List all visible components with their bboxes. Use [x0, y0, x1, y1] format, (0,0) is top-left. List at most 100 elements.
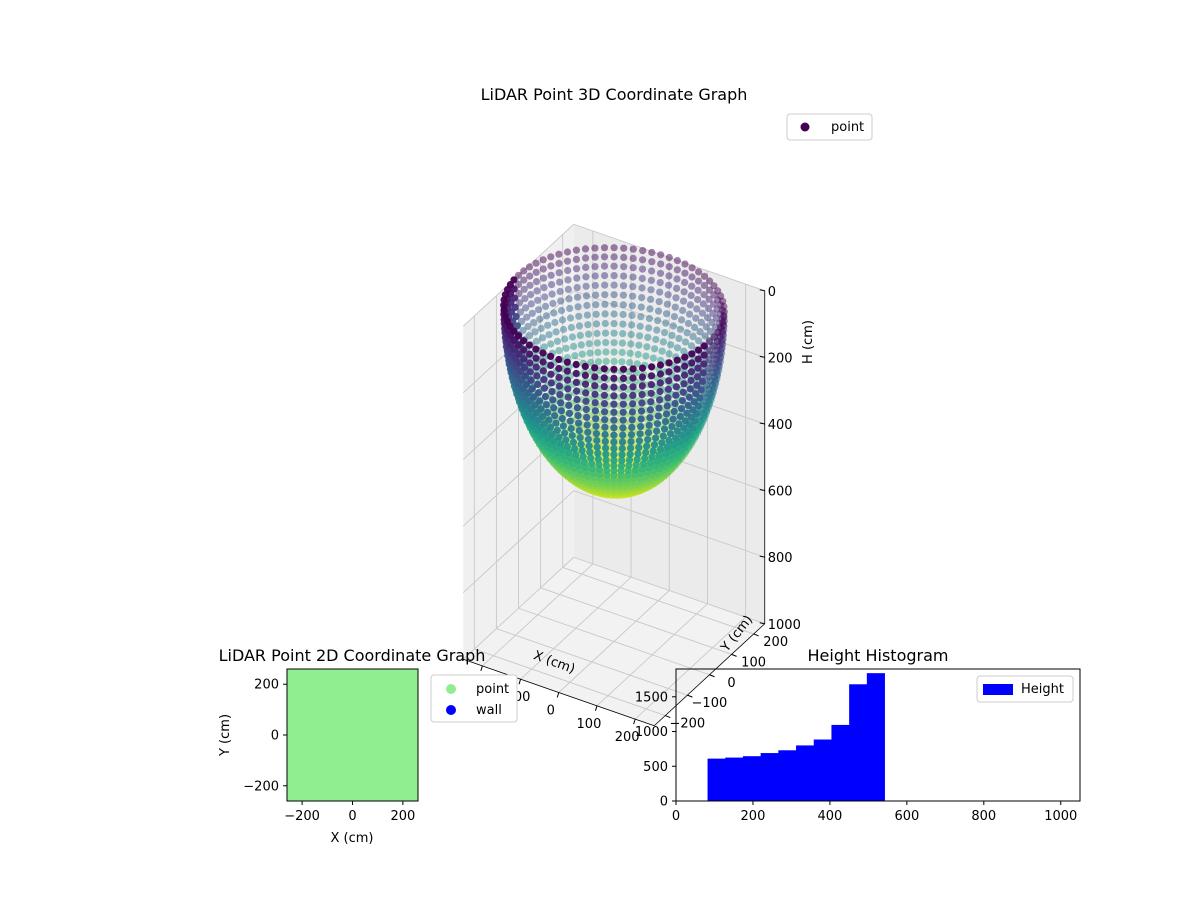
- lidar-point: [610, 392, 618, 400]
- y-axis-line-3d: [653, 623, 766, 727]
- lidar-point: [535, 306, 543, 314]
- lidar-point: [618, 456, 626, 465]
- plot-frame-histogram: [675, 668, 1081, 802]
- z-tick-3d: [759, 355, 765, 358]
- lidar-point: [557, 440, 565, 448]
- lidar-point: [647, 389, 655, 397]
- lidar-point: [593, 436, 601, 445]
- lidar-point: [586, 448, 594, 456]
- lidar-point: [692, 314, 700, 322]
- lidar-point: [633, 455, 641, 463]
- lidar-point: [687, 291, 695, 300]
- lidar-point: [582, 292, 591, 300]
- lidar-point: [563, 257, 572, 265]
- lidar-point: [642, 448, 650, 457]
- scatter-2d-fill: [287, 669, 418, 801]
- lidar-point: [558, 316, 567, 324]
- lidar-point: [619, 330, 627, 338]
- lidar-point: [639, 247, 647, 255]
- grid-line: [573, 556, 765, 625]
- legend-height-label: Height: [1021, 682, 1064, 697]
- z-tick-3d: [759, 289, 765, 292]
- lidar-point: [592, 301, 600, 309]
- lidar-point: [563, 358, 571, 366]
- lidar-point: [525, 263, 534, 271]
- lidar-point: [555, 355, 563, 364]
- x-tick-3d: [594, 705, 598, 711]
- lidar-point: [593, 443, 601, 451]
- lidar-point: [667, 341, 675, 349]
- lidar-point: [672, 391, 680, 399]
- lidar-point: [638, 274, 646, 283]
- lidar-point: [694, 296, 702, 304]
- lidar-point: [645, 421, 653, 429]
- lidar-point: [592, 430, 601, 438]
- lidar-point: [572, 378, 581, 386]
- lidar-point: [657, 260, 665, 268]
- lidar-point: [647, 286, 655, 294]
- lidar-point: [601, 408, 609, 416]
- lidar-point: [541, 293, 549, 301]
- lidar-point: [539, 334, 547, 342]
- lidar-point: [665, 436, 673, 445]
- lidar-point: [601, 300, 609, 308]
- lidar-point: [646, 458, 655, 466]
- lidar-point: [704, 304, 713, 313]
- z-tick-label-3d: 400: [768, 418, 793, 433]
- lidar-point: [638, 373, 647, 381]
- z-tick-3d: [759, 555, 765, 558]
- lidar-point: [655, 404, 663, 412]
- x-axis-label-2d: X (cm): [331, 831, 374, 846]
- lidar-point: [664, 385, 673, 393]
- lidar-point: [563, 367, 571, 375]
- lidar-point: [648, 372, 656, 380]
- z-tick-3d: [759, 622, 765, 625]
- lidar-point: [562, 344, 570, 352]
- lidar-point: [601, 291, 609, 299]
- lidar-point: [649, 354, 658, 362]
- lidar-point: [537, 405, 545, 413]
- lidar-point: [602, 357, 610, 365]
- lidar-point: [600, 391, 609, 399]
- lidar-point: [681, 417, 690, 425]
- lidar-point: [540, 284, 548, 292]
- lidar-point: [619, 301, 627, 309]
- lidar-point: [628, 423, 636, 431]
- lidar-point: [506, 322, 514, 330]
- lidar-point: [559, 325, 568, 334]
- lidar-point: [653, 326, 661, 334]
- lidar-point: [602, 444, 610, 452]
- lidar-point: [629, 245, 637, 253]
- histogram-y-tick-label: 1500: [635, 690, 668, 705]
- lidar-point: [576, 434, 584, 442]
- histogram-title: Height Histogram: [808, 646, 949, 665]
- lidar-point: [610, 339, 618, 347]
- lidar-point: [610, 365, 618, 373]
- lidar-point: [564, 285, 573, 293]
- lidar-point: [671, 303, 679, 311]
- lidar-point: [531, 401, 539, 409]
- lidar-point: [679, 306, 687, 315]
- lidar-point: [618, 438, 627, 446]
- lidar-point: [573, 265, 581, 273]
- lidar-point: [637, 407, 646, 415]
- lidar-point: [547, 271, 555, 279]
- lidar-point: [688, 359, 696, 367]
- lidar-point: [584, 428, 592, 436]
- lidar-point: [670, 313, 679, 321]
- lidar-point: [520, 337, 528, 345]
- lidar-point: [638, 265, 647, 273]
- lidar-point: [591, 373, 599, 381]
- lidar-point: [571, 445, 579, 453]
- lidar-point: [629, 264, 637, 272]
- lidar-point: [544, 408, 552, 416]
- lidar-point: [691, 323, 699, 331]
- lidar-point: [664, 291, 672, 299]
- lidar-point: [556, 287, 564, 296]
- legend-3d-marker: [800, 122, 810, 132]
- lidar-point: [661, 329, 669, 337]
- lidar-point: [670, 407, 678, 416]
- lidar-point: [619, 365, 628, 373]
- lidar-point: [702, 323, 711, 331]
- lidar-point: [660, 425, 669, 433]
